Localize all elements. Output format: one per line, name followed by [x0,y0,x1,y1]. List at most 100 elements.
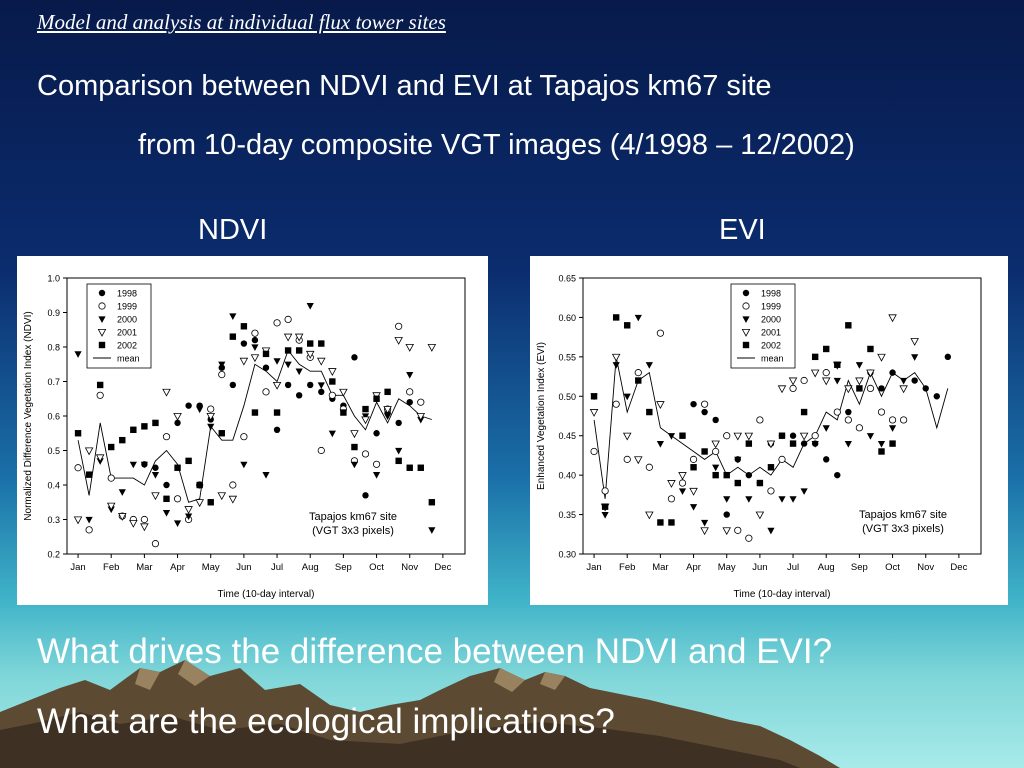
x-tick-label: Apr [686,562,701,573]
x-tick-label: Aug [302,562,319,573]
data-point-2000 [888,425,897,432]
data-point-2001 [622,432,632,441]
data-point-2000 [645,362,653,369]
legend-label-1998: 1998 [761,289,781,299]
legend-swatch-2002 [98,341,106,349]
data-point-1999 [667,495,676,503]
y-axis-label: Normalized Difference Vegetation Index (… [23,311,34,520]
data-point-2001 [855,377,864,386]
data-point-2000 [306,303,314,310]
data-point-2001 [339,388,348,397]
data-point-2002 [428,499,436,506]
data-point-2002 [395,457,402,465]
data-point-2002 [800,408,808,416]
data-point-1998 [163,481,170,489]
data-point-2002 [262,350,270,358]
legend-label-mean: mean [117,354,140,364]
data-point-1998 [185,402,192,409]
data-point-2001 [162,388,171,397]
data-point-2000 [900,377,908,385]
data-point-1998 [251,336,259,344]
data-point-2000 [866,433,875,440]
data-point-2002 [601,503,609,510]
y-tick-label: 0.55 [558,352,576,362]
x-tick-label: Dec [434,562,451,573]
data-point-1998 [240,340,248,347]
data-point-2000 [273,358,281,365]
data-point-2002 [834,361,841,368]
data-point-2002 [845,322,852,329]
data-point-2002 [756,479,764,487]
y-tick-label: 0.50 [558,392,576,402]
legend-label-2002: 2002 [117,341,137,351]
data-point-2002 [185,457,192,465]
evi-chart-panel: 0.30 0.35 0.40 0.45 0.50 0.55 0.60 0.65 Jan Feb Ma… [530,256,1008,605]
data-point-2000 [822,425,830,432]
data-point-1998 [229,381,237,389]
data-point-2002 [85,471,93,478]
data-point-1999 [229,481,237,489]
data-point-1999 [789,384,797,392]
data-point-1999 [173,495,182,503]
slide-title-line1: Comparison between NDVI and EVI at Tapaj… [37,70,772,102]
y-tick-label: 0.40 [558,471,576,481]
data-point-2000 [428,527,436,534]
data-point-1998 [834,471,841,479]
data-point-2002 [767,464,775,471]
legend-label-2000: 2000 [761,315,781,325]
data-point-1999 [900,416,908,424]
x-tick-label: Dec [950,562,967,573]
data-point-2000 [173,520,182,527]
data-point-2001 [228,495,238,504]
data-point-1998 [933,393,940,400]
data-point-2000 [207,423,215,431]
data-point-1999 [328,391,336,399]
data-point-2001 [283,333,293,342]
data-point-2000 [911,354,919,361]
data-point-2000 [855,362,863,369]
y-tick-label: 0.9 [47,308,60,318]
data-point-2001 [866,369,875,378]
data-point-1998 [690,400,697,408]
data-point-1998 [395,419,402,427]
data-point-2001 [777,385,787,394]
data-point-2002 [867,345,874,353]
x-tick-label: Sep [335,562,352,573]
data-point-1999 [734,526,742,534]
data-point-2000 [678,488,687,495]
ndvi-chart-label: NDVI [198,214,268,246]
data-point-2002 [141,423,148,430]
data-point-2001 [877,353,886,362]
legend-swatch-2002 [742,341,750,349]
data-point-2002 [119,436,126,444]
ndvi-chart: 0.2 0.3 0.4 0.5 0.6 0.7 0.8 0.9 1.0 Jan Feb Mar Apr M… [23,274,466,600]
data-point-2001 [910,338,919,346]
data-point-1999 [701,400,709,408]
data-point-2002 [406,464,413,471]
data-point-2002 [690,464,697,471]
data-point-2001 [195,499,204,508]
data-point-2000 [196,406,204,414]
data-point-2001 [788,377,798,386]
data-point-2002 [340,409,347,416]
data-point-2001 [634,456,643,465]
y-tick-label: 0.8 [47,343,60,353]
data-point-1998 [878,385,885,392]
data-point-1999 [822,369,830,377]
chart-annotation: (VGT 3x3 pixels) [862,523,944,535]
data-point-2002 [668,519,675,526]
y-tick-label: 0.7 [47,377,60,387]
data-point-1998 [745,471,753,479]
data-point-1999 [656,329,664,337]
x-tick-label: Feb [103,562,119,573]
data-point-2001 [173,412,182,421]
data-point-2001 [217,492,227,501]
x-tick-label: Jul [787,562,799,573]
data-point-2002 [130,426,137,433]
data-point-2000 [612,362,620,369]
x-tick-label: Mar [652,562,668,573]
data-point-2000 [151,472,160,479]
data-point-1999 [833,408,841,416]
data-point-2001 [589,409,599,417]
data-point-2002 [318,340,325,347]
